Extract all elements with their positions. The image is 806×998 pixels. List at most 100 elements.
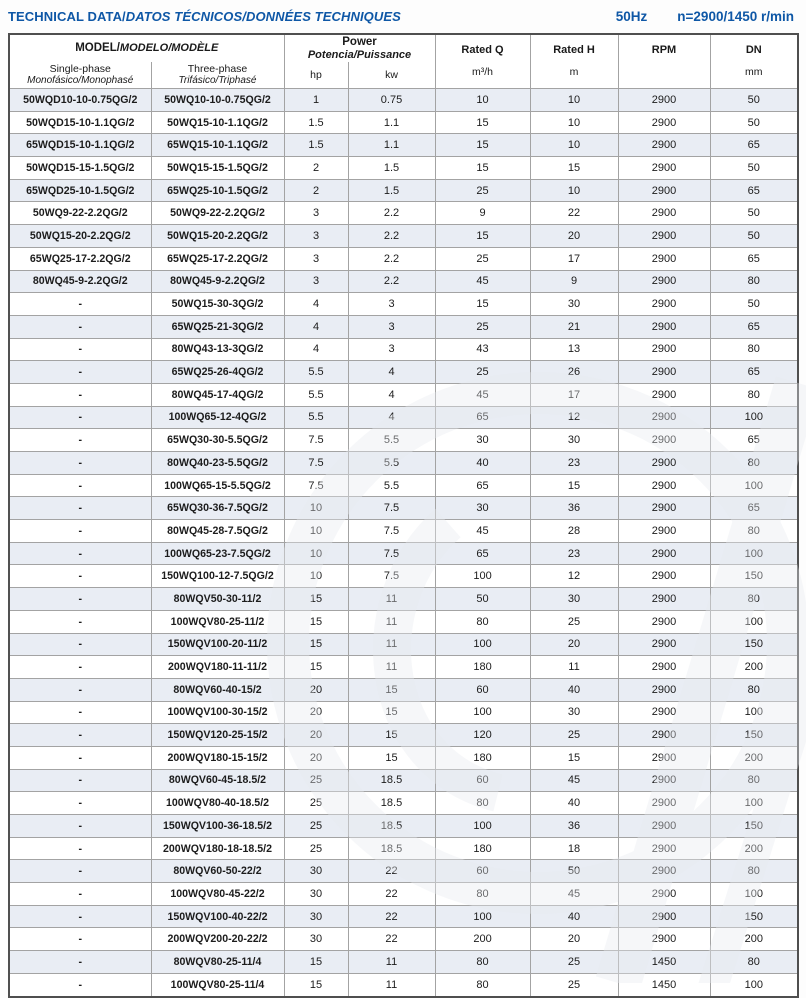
table-row: -80WQ43-13-3QG/2 4 3 43 13 2900 80 [8,337,799,362]
power-kw-cell: 11 [347,587,436,611]
power-kw-cell: 18.5 [347,836,436,861]
dn-cell: 65 [709,133,799,158]
rpm-cell: 2900 [617,292,711,316]
rated-q-cell: 60 [434,768,531,793]
column-header-rated-h: Rated H m [529,33,619,89]
rpm-cell: 2900 [617,677,711,702]
three-phase-model-cell: 100WQV80-40-18.5/2 [150,791,285,815]
rpm-cell: 2900 [617,178,711,203]
power-hp-cell: 20 [283,677,349,702]
three-phase-model-cell: 150WQ100-12-7.5QG/2 [150,564,285,589]
single-phase-model-cell: - [8,972,152,998]
power-kw-cell: 7.5 [347,519,436,543]
frequency-label: 50Hz [615,9,648,24]
power-kw-cell: 22 [347,859,436,884]
single-phase-model-cell: - [8,814,152,838]
table-row: -80WQ45-17-4QG/2 5.5 4 45 17 2900 80 [8,382,799,407]
table-row: -150WQV100-36-18.5/2 25 18.5 100 36 2900 150 [8,814,799,838]
single-phase-model-cell: 50WQ9-22-2.2QG/2 [8,201,152,226]
column-header-rated-q: Rated Q m³/h [434,33,531,89]
rated-h-cell: 26 [529,360,619,384]
page-title-i18n: DATOS TÉCNICOS/DONNÉES TECHNIQUES [125,9,401,24]
power-hp-cell: 7.5 [283,473,349,498]
rpm-cell: 2900 [617,496,711,521]
power-hp-cell: 25 [283,836,349,861]
power-kw-cell: 2.2 [347,246,436,271]
rpm-cell: 2900 [617,927,711,952]
dn-cell: 150 [709,632,799,657]
power-kw-cell: 11 [347,609,436,634]
power-kw-cell: 5.5 [347,473,436,498]
rated-h-cell: 20 [529,632,619,657]
rated-q-cell: 43 [434,337,531,362]
rpm-cell: 2900 [617,88,711,112]
three-phase-label-i18n: Trifásico/Triphasé [178,75,257,86]
column-header-single-phase: Single-phase Monofásico/Monophasé [8,62,152,89]
column-header-dn: DN mm [709,33,799,89]
power-hp-cell: 25 [283,768,349,793]
rpm-cell: 2900 [617,224,711,248]
table-row: -65WQ25-26-4QG/2 5.5 4 25 26 2900 65 [8,360,799,384]
rated-q-cell: 100 [434,814,531,838]
single-phase-model-cell: 50WQD15-15-1.5QG/2 [8,156,152,180]
three-phase-model-cell: 200WQV180-18-18.5/2 [150,836,285,861]
rpm-cell: 2900 [617,201,711,226]
table-row: -150WQ100-12-7.5QG/2 10 7.5 100 12 2900 150 [8,564,799,589]
dn-cell: 50 [709,88,799,112]
rated-h-cell: 30 [529,587,619,611]
column-header-rpm: RPM [617,33,711,89]
page-title: TECHNICAL DATA/DATOS TÉCNICOS/DONNÉES TE… [8,9,401,24]
table-row: -100WQ65-15-5.5QG/2 7.5 5.5 65 15 2900 100 [8,473,799,498]
rated-q-cell: 9 [434,201,531,226]
three-phase-model-cell: 80WQV50-30-11/2 [150,587,285,611]
power-hp-cell: 5.5 [283,360,349,384]
power-hp-cell: 10 [283,541,349,566]
rpm-cell: 2900 [617,836,711,861]
column-header-hp: hp [283,62,349,89]
dn-cell: 80 [709,337,799,362]
dn-cell: 80 [709,269,799,294]
rated-h-cell: 11 [529,655,619,679]
single-phase-model-cell: - [8,405,152,430]
three-phase-model-cell: 150WQV100-20-11/2 [150,632,285,657]
three-phase-model-cell: 50WQ15-10-1.1QG/2 [150,110,285,135]
rated-h-cell: 15 [529,156,619,180]
table-row: -200WQV180-15-15/2 20 15 180 15 2900 200 [8,745,799,770]
power-hp-cell: 15 [283,950,349,974]
rpm-cell: 2900 [617,632,711,657]
power-hp-cell: 15 [283,587,349,611]
three-phase-model-cell: 50WQ15-20-2.2QG/2 [150,224,285,248]
rpm-cell: 2900 [617,110,711,135]
power-kw-cell: 1.5 [347,178,436,203]
rated-h-cell: 12 [529,405,619,430]
dn-cell: 50 [709,224,799,248]
three-phase-model-cell: 100WQV80-45-22/2 [150,882,285,906]
rated-q-cell: 50 [434,587,531,611]
single-phase-model-cell: - [8,677,152,702]
rated-h-cell: 17 [529,382,619,407]
power-kw-cell: 15 [347,745,436,770]
table-row: 50WQD15-10-1.1QG/2 50WQ15-10-1.1QG/2 1.5 1.… [8,110,799,135]
power-hp-cell: 3 [283,224,349,248]
table-body: 50WQD10-10-0.75QG/2 50WQ10-10-0.75QG/2 1 0.… [8,88,799,998]
three-phase-model-cell: 50WQ10-10-0.75QG/2 [150,88,285,112]
table-row: -65WQ30-30-5.5QG/2 7.5 5.5 30 30 2900 65 [8,428,799,452]
table-row: -100WQV100-30-15/2 20 15 100 30 2900 100 [8,700,799,725]
table-row: 50WQD15-15-1.5QG/2 50WQ15-15-1.5QG/2 2 1.5 1… [8,156,799,180]
table-row: -50WQ15-30-3QG/2 4 3 15 30 2900 50 [8,292,799,316]
rated-h-cell: 40 [529,904,619,929]
power-kw-cell: 4 [347,405,436,430]
rated-q-cell: 60 [434,677,531,702]
rpm-cell: 2900 [617,246,711,271]
power-hp-cell: 1 [283,88,349,112]
three-phase-model-cell: 65WQ25-17-2.2QG/2 [150,246,285,271]
table-row: -80WQV80-25-11/4 15 11 80 25 1450 80 [8,950,799,974]
power-hp-cell: 4 [283,337,349,362]
rated-h-cell: 22 [529,201,619,226]
table-row: -80WQV60-45-18.5/2 25 18.5 60 45 2900 80 [8,768,799,793]
single-phase-model-cell: 65WQ25-17-2.2QG/2 [8,246,152,271]
rated-h-cell: 36 [529,496,619,521]
power-kw-cell: 11 [347,632,436,657]
rated-h-cell: 40 [529,677,619,702]
rated-q-cell: 100 [434,564,531,589]
